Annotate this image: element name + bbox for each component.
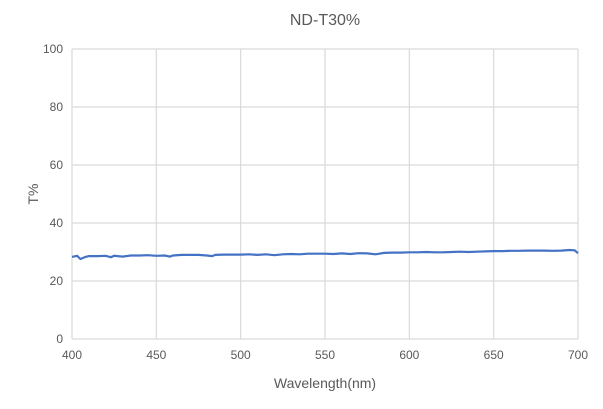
chart-title: ND-T30% [290, 12, 360, 29]
x-tick-label: 500 [231, 348, 251, 362]
x-tick-label: 450 [146, 348, 166, 362]
y-tick-label: 0 [56, 332, 63, 346]
x-axis-label: Wavelength(nm) [274, 375, 376, 391]
x-tick-label: 400 [62, 348, 82, 362]
y-tick-label: 20 [50, 274, 64, 288]
y-tick-label: 40 [50, 216, 64, 230]
y-tick-label: 100 [43, 42, 63, 56]
y-axis-label: T% [25, 184, 41, 205]
y-tick-label: 60 [50, 158, 64, 172]
series-line [71, 248, 579, 261]
x-tick-label: 550 [315, 348, 335, 362]
x-tick-label: 600 [399, 348, 419, 362]
x-tick-label: 700 [568, 348, 588, 362]
y-tick-label: 80 [50, 100, 64, 114]
x-tick-label: 650 [484, 348, 504, 362]
